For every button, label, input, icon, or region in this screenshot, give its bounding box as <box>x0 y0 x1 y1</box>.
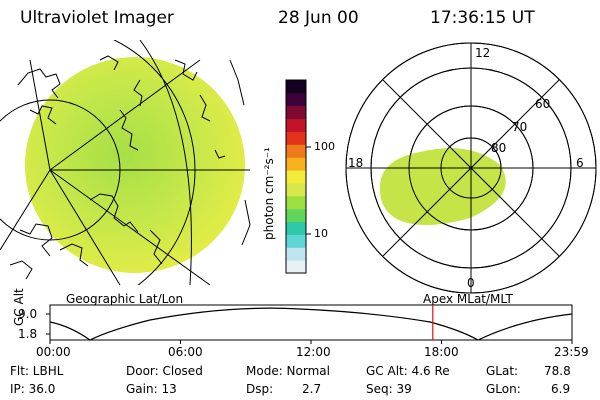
altitude-y-top: 9.0 <box>18 307 38 321</box>
right-panel-caption: Apex MLat/MLT <box>423 292 513 306</box>
altitude-plot-frame <box>49 304 573 341</box>
lat-80-label: 80 <box>491 141 507 155</box>
colorbar-segment <box>286 170 306 184</box>
colorbar-segment <box>286 92 306 107</box>
status-ip: IP: 36.0 <box>10 382 56 396</box>
status-glat-value: 78.8 <box>544 364 571 378</box>
status-glat-label: GLat: <box>486 364 519 378</box>
lat-lon-grid <box>0 40 250 285</box>
colorbar-segment <box>286 247 306 261</box>
colorbar-segment <box>286 260 306 274</box>
colorbar-segment <box>286 195 306 210</box>
x-tick-1: 06:00 <box>168 345 203 359</box>
status-mode: Mode: Normal <box>246 364 330 378</box>
colorbar-tick-10: 10 <box>314 227 328 240</box>
colorbar-tick-100: 100 <box>314 140 335 153</box>
x-tick-2: 12:00 <box>296 345 331 359</box>
x-tick-3: 18:00 <box>424 345 459 359</box>
auroral-oval <box>379 148 506 225</box>
mlt-18-label: 18 <box>348 156 364 170</box>
colorbar-segment <box>286 144 306 158</box>
lat-70-label: 70 <box>512 120 528 134</box>
status-glon-label: GLon: <box>486 382 521 396</box>
colorbar-segment <box>286 118 306 132</box>
status-seq: Seq: 39 <box>366 382 412 396</box>
status-gc-alt: GC Alt: 4.6 Re <box>366 364 450 378</box>
mlt-6-label: 6 <box>576 156 584 170</box>
status-gain: Gain: 13 <box>126 382 177 396</box>
colorbar-segment <box>286 182 306 197</box>
altitude-curve <box>49 307 573 341</box>
altitude-y-bottom: 1.8 <box>18 327 38 341</box>
status-door: Door: Closed <box>126 364 203 378</box>
colorbar-segment <box>286 157 306 171</box>
colorbar-segment <box>286 221 306 235</box>
date-label: 28 Jun 00 <box>278 8 359 28</box>
status-filter: Flt: LBHL <box>10 364 64 378</box>
mlt-0-label: 0 <box>467 276 475 290</box>
time-label: 17:36:15 UT <box>430 8 535 28</box>
left-panel-caption: Geographic Lat/Lon <box>66 292 184 306</box>
coastlines <box>9 55 251 280</box>
x-tick-0: 00:00 <box>36 345 71 359</box>
colorbar-segment <box>286 208 306 223</box>
mlt-12-label: 12 <box>475 46 491 60</box>
lat-60-label: 60 <box>535 97 551 111</box>
colorbar-segment <box>286 234 306 248</box>
x-tick-4: 23:59 <box>554 345 589 359</box>
status-dsp-value: 2.7 <box>302 382 322 396</box>
status-dsp-label: Dsp: <box>246 382 274 396</box>
colorbar-segment <box>286 131 306 145</box>
colorbar-segment <box>286 105 306 120</box>
colorbar-segment <box>286 80 306 94</box>
instrument-title: Ultraviolet Imager <box>20 8 174 28</box>
status-glon-value: 6.9 <box>551 382 571 396</box>
